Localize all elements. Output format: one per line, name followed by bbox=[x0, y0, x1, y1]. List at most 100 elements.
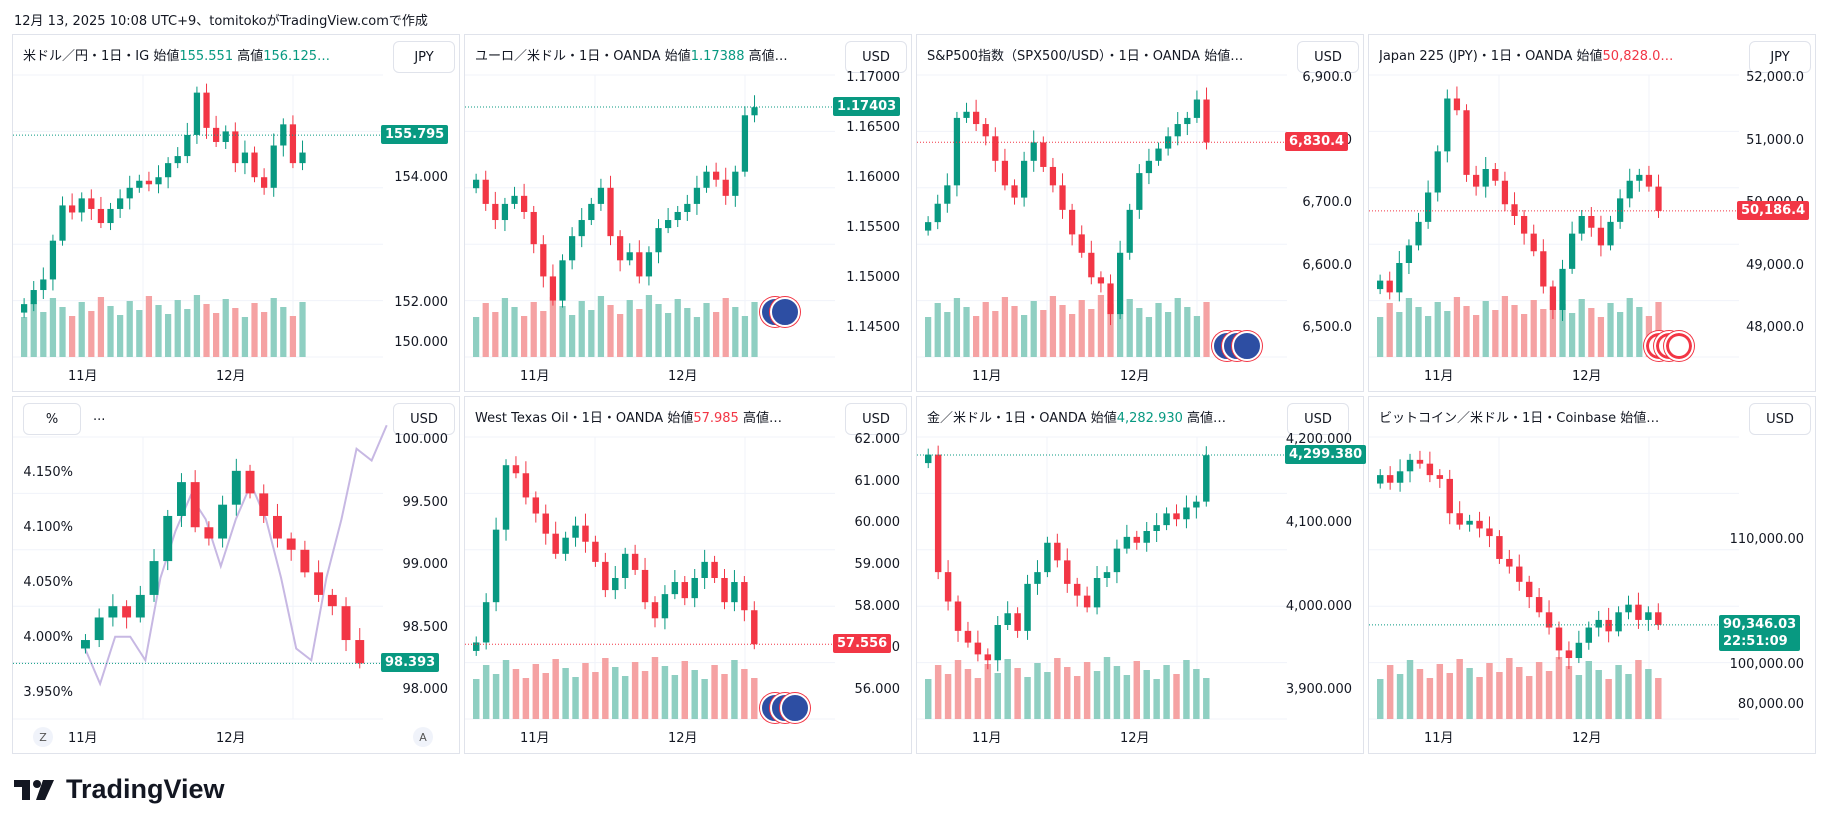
volume-bar bbox=[1434, 302, 1441, 357]
volume-bar bbox=[1107, 304, 1114, 357]
volume-bar bbox=[1377, 317, 1384, 357]
volume-bar bbox=[174, 300, 181, 357]
high-value: 156.125… bbox=[263, 49, 330, 64]
volume-bar bbox=[1578, 299, 1585, 357]
candle-body bbox=[1386, 280, 1393, 293]
a-button[interactable]: A bbox=[413, 727, 433, 747]
axis-tick: 62.000 bbox=[854, 432, 901, 447]
volume-bar bbox=[1425, 316, 1432, 357]
volume-bar bbox=[521, 316, 528, 357]
currency-button[interactable]: JPY bbox=[1749, 41, 1811, 73]
volume-bar bbox=[562, 668, 569, 719]
candle-body bbox=[721, 578, 728, 603]
candle-body bbox=[1396, 263, 1403, 293]
candle-body bbox=[1549, 286, 1557, 310]
volume-bar bbox=[78, 302, 85, 357]
event-badge-icon[interactable] bbox=[770, 297, 800, 327]
volume-bar bbox=[1473, 315, 1480, 357]
candle-body bbox=[270, 145, 277, 188]
candle-body bbox=[1655, 186, 1662, 211]
candle-body bbox=[1425, 192, 1432, 222]
volume-bar bbox=[1555, 657, 1563, 719]
candle-body bbox=[1625, 604, 1632, 613]
candle-body bbox=[1184, 117, 1191, 125]
x-axis-tick: 12月 bbox=[1572, 731, 1602, 746]
more-dots[interactable]: ... bbox=[93, 409, 106, 424]
volume-bar bbox=[1059, 305, 1066, 357]
candle-body bbox=[1069, 209, 1076, 235]
volume-bar bbox=[751, 678, 758, 719]
axis-tick: 61.000 bbox=[854, 473, 901, 489]
currency-button[interactable]: USD bbox=[1297, 41, 1359, 73]
candle-body bbox=[552, 533, 559, 554]
chart-panel[interactable]: West Texas Oil・1日・OANDA 始値57.985 高値… USD 6… bbox=[464, 396, 912, 754]
event-badge-icon[interactable] bbox=[1232, 331, 1262, 361]
candle-body bbox=[163, 515, 173, 562]
candle-body bbox=[522, 473, 530, 498]
chart-panel[interactable]: ユーロ／米ドル・1日・OANDA 始値1.17388 高値… USD 1.17000… bbox=[464, 34, 912, 392]
axis-tick: 99.500 bbox=[402, 494, 449, 510]
currency-button[interactable]: USD bbox=[393, 403, 455, 435]
candle-body bbox=[1024, 583, 1031, 631]
tradingview-logo[interactable]: TradingView bbox=[14, 774, 225, 805]
volume-bar bbox=[1453, 297, 1461, 357]
candle-body bbox=[1456, 513, 1463, 525]
chart-panel[interactable]: 米ドル／円・1日・IG 始値155.551 高値156.125… JPY 154.0… bbox=[12, 34, 460, 392]
candle-body bbox=[108, 606, 118, 618]
currency-button[interactable]: USD bbox=[1287, 403, 1349, 435]
candle-body bbox=[1463, 110, 1470, 175]
candle-body bbox=[1165, 136, 1172, 149]
currency-button[interactable]: USD bbox=[845, 403, 907, 435]
chart-panel[interactable]: Japan 225 (JPY)・1日・OANDA 始値50,828.0… JPY… bbox=[1368, 34, 1816, 392]
volume-bar bbox=[1014, 668, 1021, 719]
volume-bar bbox=[944, 312, 951, 357]
chart-svg bbox=[1369, 436, 1739, 720]
currency-button[interactable]: USD bbox=[845, 41, 907, 73]
chart-panel[interactable]: S&P500指数（SPX500/USD）・1日・OANDA 始値… USD 6,90… bbox=[916, 34, 1364, 392]
candle-body bbox=[1645, 612, 1652, 620]
volume-bar bbox=[1203, 302, 1210, 357]
volume-bar bbox=[1001, 297, 1009, 357]
volume-bar bbox=[126, 301, 133, 357]
volume-bar bbox=[1444, 311, 1451, 357]
volume-bar bbox=[1565, 666, 1573, 719]
volume-bar bbox=[1540, 309, 1547, 357]
open-value: 1.17388 bbox=[690, 49, 749, 64]
currency-button[interactable]: JPY bbox=[393, 41, 455, 73]
x-axis-tick: 11月 bbox=[520, 369, 550, 384]
x-axis-tick: 11月 bbox=[520, 731, 550, 746]
volume-bar bbox=[934, 665, 942, 719]
x-axis-tick: 11月 bbox=[1424, 369, 1454, 384]
volume-bar bbox=[1463, 306, 1470, 357]
event-badge-icon[interactable] bbox=[780, 693, 810, 723]
candle-body bbox=[241, 152, 249, 164]
candle-body bbox=[1511, 204, 1518, 216]
candle-body bbox=[1396, 471, 1404, 483]
chart-panel[interactable]: 金／米ドル・1日・OANDA 始値4,282.930 高値… USD 4,200.0… bbox=[916, 396, 1367, 754]
panel-title: ビットコイン／米ドル・1日・Coinbase 始値… bbox=[1379, 407, 1734, 426]
volume-bar bbox=[213, 313, 220, 357]
candle-body bbox=[944, 185, 951, 204]
last-price-label: 98.393 bbox=[381, 653, 440, 673]
volume-bar bbox=[1024, 677, 1031, 719]
event-badge-icon[interactable] bbox=[1664, 331, 1694, 361]
chart-panel[interactable]: ビットコイン／米ドル・1日・Coinbase 始値… USD 110,000.00 1… bbox=[1368, 396, 1816, 754]
candle-body bbox=[1107, 283, 1114, 315]
candle-body bbox=[1155, 148, 1162, 161]
candle-body bbox=[190, 482, 200, 528]
volume-bar bbox=[925, 679, 932, 719]
candle-body bbox=[78, 198, 85, 213]
axis-tick: 58.000 bbox=[854, 598, 901, 614]
chart-panel[interactable]: %... 4.150% 4.100% 4.050% 4.000% 3.950% Z A USD 1… bbox=[12, 396, 460, 754]
panel-title: West Texas Oil・1日・OANDA 始値57.985 高値… bbox=[475, 407, 830, 426]
axis-tick: 80,000.00 bbox=[1737, 697, 1804, 712]
z-button[interactable]: Z bbox=[33, 727, 53, 747]
scale-percent-button[interactable]: % bbox=[23, 403, 81, 435]
currency-button[interactable]: USD bbox=[1749, 403, 1811, 435]
volume-bar bbox=[1174, 298, 1181, 357]
candle-body bbox=[203, 92, 210, 128]
chart-svg bbox=[13, 424, 388, 720]
volume-bar bbox=[741, 669, 748, 719]
candle-body bbox=[1466, 520, 1473, 525]
candle-body bbox=[681, 582, 689, 599]
